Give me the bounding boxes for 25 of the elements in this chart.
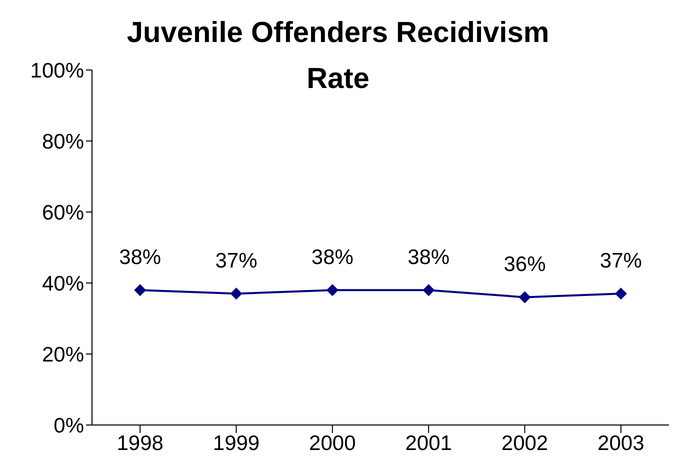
- x-tick-label: 2002: [501, 432, 548, 455]
- point: [230, 288, 242, 300]
- data-label: 36%: [504, 253, 546, 276]
- data-label: 37%: [600, 250, 642, 273]
- chart-title: Juvenile Offenders Recidivism Rate: [126, 16, 550, 97]
- point: [134, 284, 146, 296]
- point: [518, 291, 531, 304]
- x-tick-label: 2000: [309, 432, 356, 455]
- data-label: 38%: [311, 246, 354, 270]
- x-tick-label: 2001: [405, 432, 452, 455]
- y-tick-label: 100%: [30, 59, 84, 82]
- y-tick-label: 20%: [42, 343, 84, 366]
- data-label: 37%: [215, 250, 258, 273]
- y-tick-label: 80%: [42, 130, 84, 154]
- point: [614, 288, 627, 300]
- y-tick-label: 40%: [42, 272, 84, 296]
- y-tick-label: 60%: [42, 201, 84, 224]
- x-tick-label: 2003: [598, 432, 644, 455]
- x-tick-label: 1998: [116, 432, 164, 455]
- point: [422, 284, 435, 296]
- x-tick-label: 1999: [212, 432, 260, 455]
- data-label: 38%: [408, 246, 450, 270]
- y-tick-label: 0%: [54, 414, 84, 438]
- data-label: 38%: [119, 246, 162, 270]
- point: [326, 284, 338, 296]
